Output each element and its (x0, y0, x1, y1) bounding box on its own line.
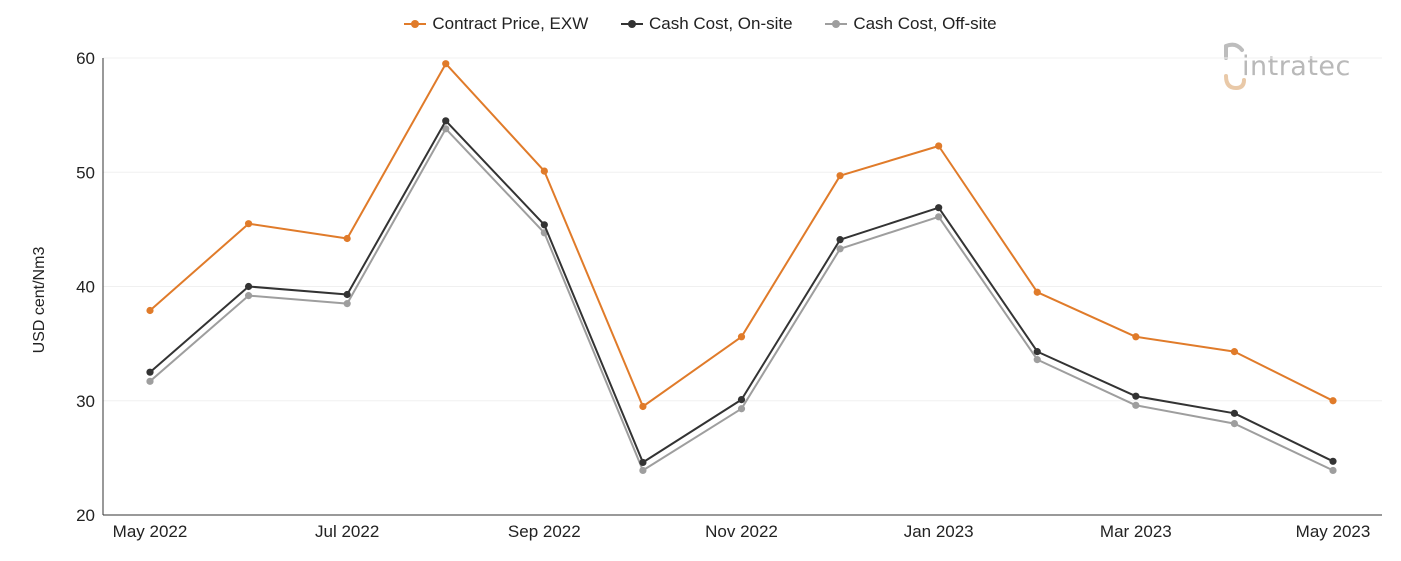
chart-legend: Contract Price, EXW Cash Cost, On-site C… (0, 14, 1401, 35)
data-point[interactable] (1132, 333, 1140, 341)
data-point[interactable] (442, 125, 450, 133)
x-tick-label: Jan 2023 (904, 522, 974, 541)
data-point[interactable] (836, 236, 844, 244)
data-point[interactable] (540, 167, 548, 175)
data-point[interactable] (343, 290, 351, 299)
legend-label-cash-cost-off-site: Cash Cost, Off-site (853, 14, 997, 33)
data-point[interactable] (1033, 356, 1041, 364)
data-point[interactable] (639, 402, 647, 411)
data-point[interactable] (244, 282, 253, 291)
x-tick-label: Jul 2022 (315, 522, 379, 541)
x-tick-label: May 2023 (1296, 522, 1371, 541)
data-point[interactable] (1033, 288, 1041, 296)
data-point[interactable] (442, 60, 450, 68)
data-point[interactable] (343, 300, 351, 308)
data-point[interactable] (146, 306, 154, 315)
data-point[interactable] (836, 172, 844, 180)
data-point[interactable] (442, 117, 450, 125)
data-point[interactable] (1329, 457, 1337, 465)
legend-label-cash-cost-on-site: Cash Cost, On-site (648, 14, 793, 33)
data-point[interactable] (146, 377, 154, 385)
data-point[interactable] (244, 220, 253, 228)
data-point[interactable] (737, 333, 746, 341)
x-tick-label: May 2022 (113, 522, 188, 541)
series-line-cash-cost-on-site (149, 119, 1334, 464)
data-point[interactable] (836, 245, 844, 253)
legend-item-cash-cost-on-site[interactable]: Cash Cost, On-site (620, 14, 793, 34)
data-point[interactable] (639, 466, 647, 475)
y-tick-label: 40 (76, 278, 95, 297)
legend-label-contract-price: Contract Price, EXW (432, 14, 589, 33)
data-point[interactable] (540, 221, 548, 229)
y-tick-label: 50 (76, 163, 95, 182)
data-point[interactable] (1230, 348, 1239, 356)
data-point[interactable] (639, 458, 647, 467)
data-point[interactable] (1132, 401, 1140, 409)
data-point[interactable] (737, 396, 746, 404)
legend-item-cash-cost-off-site[interactable]: Cash Cost, Off-site (825, 14, 997, 34)
data-point[interactable] (1033, 348, 1041, 356)
data-point[interactable] (343, 234, 351, 243)
x-tick-label: Mar 2023 (1100, 522, 1172, 541)
data-point[interactable] (1132, 392, 1140, 400)
legend-swatch-cash-cost-on-site (620, 18, 643, 30)
legend-item-contract-price[interactable]: Contract Price, EXW (404, 14, 588, 34)
legend-swatch-cash-cost-off-site (825, 18, 848, 30)
data-point[interactable] (1329, 466, 1337, 475)
y-tick-label: 30 (76, 392, 95, 411)
data-point[interactable] (244, 292, 253, 300)
y-tick-label: 20 (76, 506, 95, 525)
y-axis-label: USD cent/Nm3 (31, 246, 48, 354)
legend-swatch-contract-price (404, 18, 427, 30)
x-tick-label: Nov 2022 (705, 522, 778, 541)
series-line-cash-cost-off-site (149, 127, 1334, 472)
data-point[interactable] (935, 213, 943, 221)
data-point[interactable] (540, 229, 548, 237)
data-point[interactable] (146, 368, 154, 376)
data-point[interactable] (1329, 397, 1337, 405)
intratec-logo: intratec (1222, 40, 1372, 96)
data-point[interactable] (1230, 420, 1239, 428)
data-point[interactable] (935, 142, 943, 150)
data-point[interactable] (935, 204, 943, 212)
logo-text: intratec (1242, 51, 1351, 82)
data-point[interactable] (1230, 409, 1239, 417)
series-line-contract-price-exw (149, 62, 1334, 408)
data-point[interactable] (737, 405, 746, 413)
y-tick-label: 60 (76, 49, 95, 68)
x-tick-label: Sep 2022 (508, 522, 581, 541)
